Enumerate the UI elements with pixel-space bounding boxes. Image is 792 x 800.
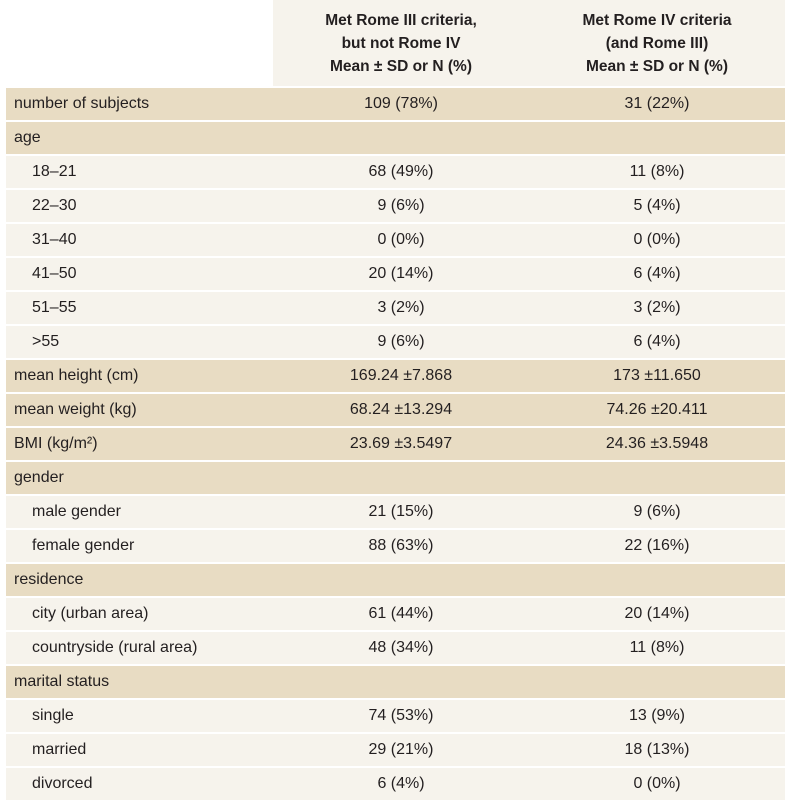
row-label: male gender <box>6 494 273 529</box>
table-row: mean height (cm) 169.24 ±7.868 173 ±11.650 <box>6 358 785 393</box>
rome-iii-value: 169.24 ±7.868 <box>273 358 529 393</box>
table-row: 51–55 3 (2%) 3 (2%) <box>6 290 785 325</box>
row-label: >55 <box>6 324 273 359</box>
demographics-table: Met Rome III criteria, but not Rome IV M… <box>6 0 785 800</box>
table-row: 31–40 0 (0%) 0 (0%) <box>6 222 785 257</box>
table-row: city (urban area) 61 (44%) 20 (14%) <box>6 596 785 631</box>
rome-iv-value <box>529 562 785 597</box>
rome-iii-value: 0 (0%) <box>273 222 529 257</box>
table-row: age <box>6 120 785 155</box>
demographics-table-container: Met Rome III criteria, but not Rome IV M… <box>6 0 785 800</box>
table-row: gender <box>6 460 785 495</box>
rome-iv-value: 0 (0%) <box>529 766 785 800</box>
rome-iv-value: 24.36 ±3.5948 <box>529 426 785 461</box>
rome-iii-value: 9 (6%) <box>273 324 529 359</box>
rome-iii-value: 48 (34%) <box>273 630 529 665</box>
rome-iii-value: 109 (78%) <box>273 86 529 121</box>
table-row: married 29 (21%) 18 (13%) <box>6 732 785 767</box>
table-row: divorced 6 (4%) 0 (0%) <box>6 766 785 800</box>
row-label: marital status <box>6 664 273 699</box>
rome-iii-value: 29 (21%) <box>273 732 529 767</box>
rome-iv-value: 22 (16%) <box>529 528 785 563</box>
rome-iii-value: 88 (63%) <box>273 528 529 563</box>
row-label: female gender <box>6 528 273 563</box>
row-label: age <box>6 120 273 155</box>
rome-iii-value: 9 (6%) <box>273 188 529 223</box>
row-label: mean weight (kg) <box>6 392 273 427</box>
rome-iii-value <box>273 460 529 495</box>
rome-iii-value: 61 (44%) <box>273 596 529 631</box>
rome-iv-value <box>529 664 785 699</box>
rome-iii-value: 23.69 ±3.5497 <box>273 426 529 461</box>
table-header: Met Rome III criteria, but not Rome IV M… <box>6 0 785 87</box>
rome-iii-value: 20 (14%) <box>273 256 529 291</box>
table-row: BMI (kg/m²) 23.69 ±3.5497 24.36 ±3.5948 <box>6 426 785 461</box>
table-row: >55 9 (6%) 6 (4%) <box>6 324 785 359</box>
row-label: number of subjects <box>6 86 273 121</box>
rome-iv-value: 18 (13%) <box>529 732 785 767</box>
table-row: 22–30 9 (6%) 5 (4%) <box>6 188 785 223</box>
header-empty-cell <box>6 0 273 87</box>
table-row: female gender 88 (63%) 22 (16%) <box>6 528 785 563</box>
row-label: 31–40 <box>6 222 273 257</box>
rome-iv-value: 11 (8%) <box>529 630 785 665</box>
row-label: 41–50 <box>6 256 273 291</box>
table-row: 41–50 20 (14%) 6 (4%) <box>6 256 785 291</box>
row-label: city (urban area) <box>6 596 273 631</box>
rome-iv-value: 31 (22%) <box>529 86 785 121</box>
header-rome-iv-line-3: Mean ± SD or N (%) <box>586 57 728 75</box>
header-row: Met Rome III criteria, but not Rome IV M… <box>6 0 785 87</box>
rome-iv-value: 20 (14%) <box>529 596 785 631</box>
rome-iii-value: 3 (2%) <box>273 290 529 325</box>
table-row: male gender 21 (15%) 9 (6%) <box>6 494 785 529</box>
rome-iv-value <box>529 120 785 155</box>
table-row: residence <box>6 562 785 597</box>
table-row: 18–21 68 (49%) 11 (8%) <box>6 154 785 189</box>
rome-iv-value: 6 (4%) <box>529 256 785 291</box>
header-rome-iv-line-2: (and Rome III) <box>605 34 709 52</box>
header-rome-iii-line-2: but not Rome IV <box>341 34 461 52</box>
rome-iii-value <box>273 120 529 155</box>
rome-iii-value: 21 (15%) <box>273 494 529 529</box>
rome-iv-value: 74.26 ±20.411 <box>529 392 785 427</box>
rome-iv-value: 13 (9%) <box>529 698 785 733</box>
rome-iv-value: 11 (8%) <box>529 154 785 189</box>
row-label: residence <box>6 562 273 597</box>
table-row: single 74 (53%) 13 (9%) <box>6 698 785 733</box>
table-body: number of subjects 109 (78%) 31 (22%) age 18… <box>6 86 785 800</box>
rome-iii-value <box>273 664 529 699</box>
table-row: marital status <box>6 664 785 699</box>
row-label: single <box>6 698 273 733</box>
rome-iii-value: 74 (53%) <box>273 698 529 733</box>
table-row: number of subjects 109 (78%) 31 (22%) <box>6 86 785 121</box>
rome-iv-value: 9 (6%) <box>529 494 785 529</box>
header-rome-iii: Met Rome III criteria, but not Rome IV M… <box>273 0 529 87</box>
row-label: mean height (cm) <box>6 358 273 393</box>
row-label: 18–21 <box>6 154 273 189</box>
rome-iii-value <box>273 562 529 597</box>
header-rome-iv-line-1: Met Rome IV criteria <box>582 11 732 29</box>
table-row: countryside (rural area) 48 (34%) 11 (8%) <box>6 630 785 665</box>
row-label: 51–55 <box>6 290 273 325</box>
row-label: divorced <box>6 766 273 800</box>
rome-iv-value <box>529 460 785 495</box>
rome-iii-value: 68 (49%) <box>273 154 529 189</box>
header-rome-iii-line-3: Mean ± SD or N (%) <box>330 57 472 75</box>
rome-iii-value: 6 (4%) <box>273 766 529 800</box>
row-label: 22–30 <box>6 188 273 223</box>
row-label: BMI (kg/m²) <box>6 426 273 461</box>
header-rome-iii-line-1: Met Rome III criteria, <box>325 11 477 29</box>
table-row: mean weight (kg) 68.24 ±13.294 74.26 ±20.4… <box>6 392 785 427</box>
rome-iv-value: 173 ±11.650 <box>529 358 785 393</box>
row-label: married <box>6 732 273 767</box>
row-label: gender <box>6 460 273 495</box>
rome-iv-value: 3 (2%) <box>529 290 785 325</box>
row-label: countryside (rural area) <box>6 630 273 665</box>
rome-iii-value: 68.24 ±13.294 <box>273 392 529 427</box>
rome-iv-value: 5 (4%) <box>529 188 785 223</box>
rome-iv-value: 0 (0%) <box>529 222 785 257</box>
header-rome-iv: Met Rome IV criteria (and Rome III) Mean… <box>529 0 785 87</box>
rome-iv-value: 6 (4%) <box>529 324 785 359</box>
